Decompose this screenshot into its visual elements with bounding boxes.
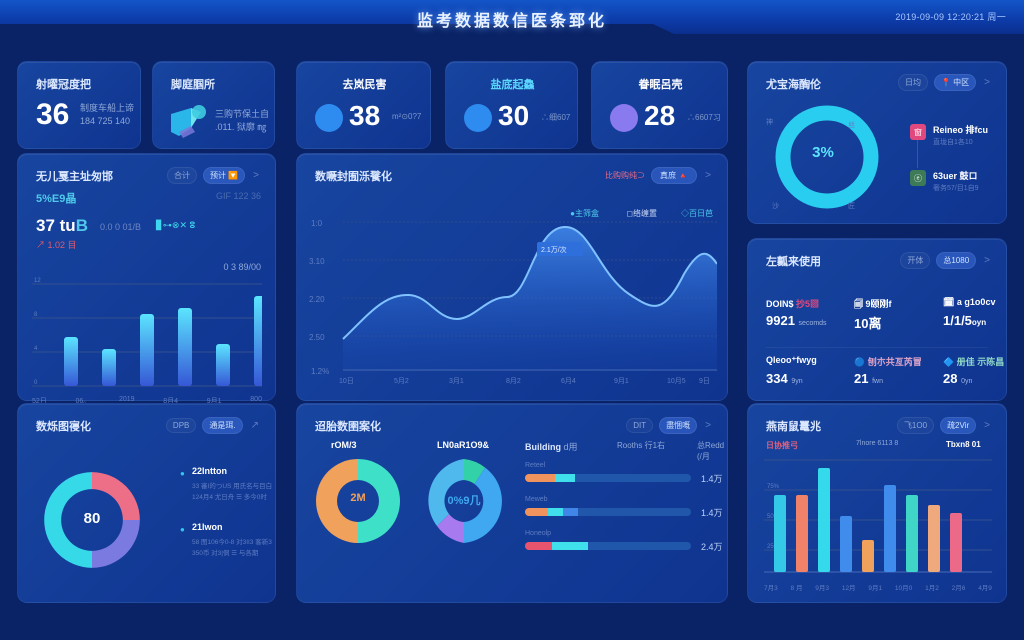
svg-text:9月1: 9月1 [614, 377, 629, 385]
svg-text:2.20: 2.20 [309, 295, 325, 304]
svg-text:0: 0 [34, 380, 38, 386]
svg-text:4: 4 [34, 346, 38, 352]
svg-text:10月5: 10月5 [667, 377, 686, 385]
svg-text:2.50: 2.50 [309, 333, 325, 342]
svg-text:6月4: 6月4 [561, 377, 576, 385]
svg-text:2.1万/次: 2.1万/次 [541, 245, 567, 254]
svg-text:1:0: 1:0 [311, 219, 323, 228]
svg-text:8: 8 [34, 312, 38, 318]
svg-text:75%: 75% [767, 484, 780, 490]
svg-text:12: 12 [34, 278, 41, 284]
svg-text:1.2%: 1.2% [311, 367, 329, 376]
svg-text:3月1: 3月1 [449, 377, 464, 385]
svg-text:3.10: 3.10 [309, 257, 325, 266]
svg-text:8月2: 8月2 [506, 377, 521, 385]
svg-text:10日: 10日 [339, 377, 354, 385]
svg-text:5月2: 5月2 [394, 377, 409, 385]
svg-text:9日: 9日 [699, 377, 710, 385]
svg-text:100%: 100% [765, 458, 781, 460]
